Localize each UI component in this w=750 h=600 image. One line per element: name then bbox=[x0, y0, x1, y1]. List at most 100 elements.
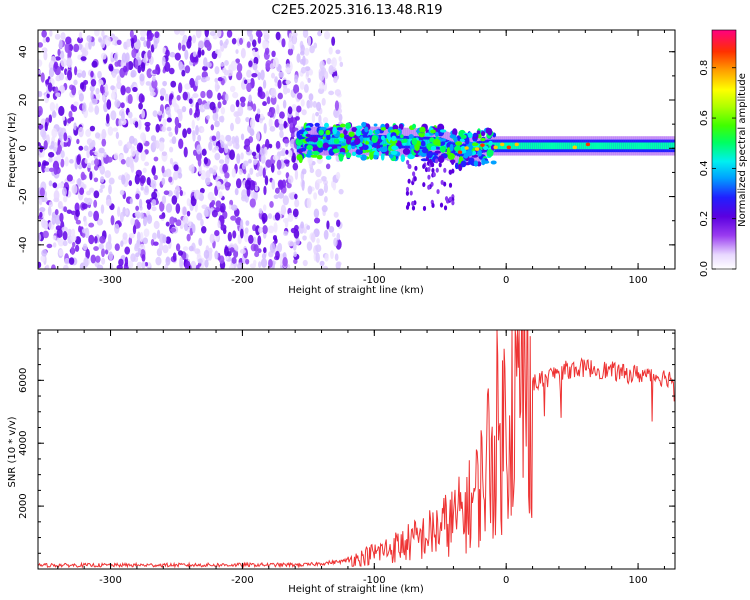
band-blob bbox=[449, 143, 454, 152]
band-hotspot bbox=[506, 145, 512, 150]
heatmap-cell bbox=[122, 65, 128, 73]
heatmap-cell bbox=[120, 85, 126, 96]
band-core bbox=[666, 142, 669, 150]
heatmap-cell bbox=[81, 228, 87, 234]
heatmap-cell bbox=[259, 91, 266, 100]
heatmap-cell bbox=[267, 225, 275, 234]
heatmap-cell bbox=[94, 105, 100, 115]
colorbar-gradient bbox=[712, 30, 736, 269]
heatmap-cell bbox=[272, 57, 279, 69]
band-tail-blob bbox=[422, 182, 426, 188]
band-blob bbox=[486, 149, 494, 157]
heatmap-cell bbox=[310, 233, 316, 243]
heatmap-cell bbox=[234, 188, 239, 196]
heatmap-cell bbox=[175, 203, 181, 214]
heatmap-cell bbox=[217, 48, 222, 59]
heatmap-cell bbox=[261, 253, 267, 260]
heatmap-noise-cells bbox=[38, 30, 344, 269]
heatmap-cell bbox=[90, 78, 97, 87]
heatmap-cell bbox=[288, 39, 293, 50]
heatmap-cell bbox=[231, 256, 237, 264]
heatmap-cell bbox=[248, 158, 252, 164]
band-blob bbox=[332, 148, 340, 154]
heatmap-cell bbox=[93, 199, 98, 208]
heatmap-cell bbox=[112, 127, 118, 132]
heatmap-cell bbox=[256, 145, 260, 152]
heatmap-cell bbox=[161, 56, 166, 67]
heatmap-cell bbox=[220, 106, 226, 115]
heatmap-cell bbox=[54, 214, 61, 226]
heatmap-cell bbox=[307, 35, 312, 47]
heatmap-cell bbox=[147, 261, 151, 268]
heatmap-cell bbox=[162, 118, 167, 128]
heatmap-cell bbox=[140, 36, 146, 42]
band-blob bbox=[371, 135, 379, 144]
band-core bbox=[593, 142, 596, 150]
heatmap-cell bbox=[40, 255, 46, 263]
heatmap-cell bbox=[82, 102, 87, 113]
heatmap-cell bbox=[75, 209, 80, 218]
heatmap-cell bbox=[209, 233, 215, 244]
heatmap-cell bbox=[186, 233, 191, 242]
heatmap-cell bbox=[184, 49, 189, 60]
heatmap-cell bbox=[151, 206, 157, 212]
band-blob bbox=[368, 129, 373, 136]
heatmap-cell bbox=[191, 34, 197, 44]
colorbar-tick-label: 0.2 bbox=[699, 211, 710, 227]
heatmap-cell bbox=[114, 243, 120, 251]
heatmap-cell bbox=[117, 139, 123, 147]
band-blob bbox=[325, 129, 331, 136]
heatmap-cell bbox=[258, 226, 263, 234]
heatmap-cell bbox=[203, 208, 209, 218]
heatmap-cell bbox=[204, 39, 211, 49]
heatmap-cell bbox=[220, 62, 225, 67]
heatmap-cell bbox=[44, 167, 51, 173]
heatmap-cell bbox=[108, 184, 112, 195]
heatmap-cell bbox=[263, 122, 267, 134]
heatmap-cell bbox=[79, 82, 85, 90]
band-blob bbox=[318, 129, 325, 136]
heatmap-cell bbox=[122, 232, 128, 240]
heatmap-cell bbox=[199, 187, 205, 194]
band-blob bbox=[399, 134, 404, 139]
heatmap-cell bbox=[89, 149, 93, 156]
heatmap-cell bbox=[153, 241, 159, 246]
heatmap-cell bbox=[82, 243, 88, 251]
heatmap-cell bbox=[331, 232, 336, 237]
heatmap-cell bbox=[218, 191, 223, 199]
heatmap-cell bbox=[230, 215, 237, 221]
heatmap-cell bbox=[49, 60, 55, 66]
band-blob bbox=[482, 145, 489, 151]
heatmap-cell bbox=[165, 256, 171, 266]
heatmap-cell bbox=[179, 30, 185, 36]
heatmap-cell bbox=[278, 117, 283, 125]
heatmap-cell bbox=[151, 179, 157, 189]
heatmap-cell bbox=[110, 110, 117, 121]
band-blob bbox=[408, 134, 414, 139]
heatmap-cell bbox=[195, 30, 202, 39]
heatmap-cell bbox=[53, 61, 59, 70]
heatmap-cell bbox=[58, 72, 65, 81]
heatmap-cell bbox=[322, 117, 329, 124]
heatmap-cell bbox=[152, 232, 157, 240]
heatmap-cell bbox=[241, 163, 246, 170]
heatmap-cell bbox=[91, 60, 98, 68]
band-tail-blob bbox=[431, 168, 435, 174]
heatmap-cell bbox=[132, 224, 137, 235]
band-tail-blob bbox=[435, 167, 439, 173]
band-blob bbox=[373, 123, 378, 127]
band-core bbox=[316, 137, 319, 145]
band-blob bbox=[402, 148, 411, 155]
heatmap-cell bbox=[229, 149, 236, 161]
band-blob bbox=[355, 129, 362, 137]
heatmap-cell bbox=[61, 116, 66, 121]
heatmap-cell bbox=[130, 38, 135, 49]
heatmap-cell bbox=[153, 220, 160, 230]
heatmap-cell bbox=[51, 128, 58, 138]
heatmap-cell bbox=[282, 86, 288, 95]
heatmap-cell bbox=[209, 31, 216, 37]
heatmap-cell bbox=[232, 142, 237, 149]
heatmap-cell bbox=[110, 215, 115, 226]
heatmap-cell bbox=[136, 231, 141, 242]
heatmap-cell bbox=[305, 69, 310, 77]
